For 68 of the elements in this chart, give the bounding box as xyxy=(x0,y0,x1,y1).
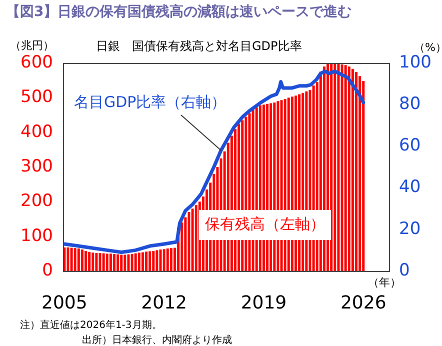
y-tick-label: 600 xyxy=(20,52,53,72)
x-axis-title: （年） xyxy=(368,276,401,290)
y2-tick-label: 40 xyxy=(399,177,421,198)
bar xyxy=(77,248,80,271)
bar xyxy=(138,252,140,271)
y2-tick-label: 20 xyxy=(399,218,421,239)
bar xyxy=(166,248,169,271)
y-tick-label: 300 xyxy=(20,156,53,176)
bar xyxy=(344,65,347,271)
y-tick-label: 0 xyxy=(42,260,53,280)
x-tick-label: 2026 xyxy=(340,292,386,314)
text: 出所）日本銀行、内閣府より作成 xyxy=(82,334,232,346)
bar xyxy=(330,63,333,271)
bar xyxy=(334,64,336,271)
y-axis-title: （兆円） xyxy=(10,38,54,53)
y2-tick-label: 60 xyxy=(399,136,421,156)
y-tick-label: 500 xyxy=(20,87,53,108)
x-tick-label: 2005 xyxy=(42,292,88,314)
bar xyxy=(113,254,116,271)
bar xyxy=(188,212,190,271)
y-tick-label: 400 xyxy=(20,122,53,142)
bar xyxy=(120,254,123,271)
bar xyxy=(351,68,354,271)
bar xyxy=(124,254,126,271)
bar xyxy=(145,252,148,271)
bar xyxy=(141,252,144,271)
bar xyxy=(170,248,172,271)
y2-tick-label: 100 xyxy=(399,52,432,72)
bar xyxy=(102,253,105,271)
bar xyxy=(70,248,73,271)
bar xyxy=(74,248,76,271)
chart-subtitle: 日銀 国債保有残高と対名目GDP比率 xyxy=(96,38,302,55)
bar xyxy=(134,253,137,271)
bar xyxy=(156,250,158,271)
bar xyxy=(109,254,112,271)
bar xyxy=(162,249,166,271)
bar xyxy=(106,254,108,271)
bar xyxy=(340,64,344,271)
bar xyxy=(95,252,98,271)
y2-tick-label: 0 xyxy=(399,260,410,280)
bar xyxy=(348,66,350,271)
y2-axis-title: （%） xyxy=(414,40,442,54)
bar xyxy=(88,252,91,271)
bar xyxy=(130,254,134,271)
y-tick-label: 200 xyxy=(20,191,53,212)
bar xyxy=(92,252,94,271)
bar xyxy=(98,252,102,271)
bar xyxy=(127,254,130,271)
series-label: 保有残高（左軸） xyxy=(205,214,325,233)
bar xyxy=(191,208,194,271)
chart-title: 【図3】日銀の保有国債残高の減額は速いペースで進む xyxy=(6,3,352,21)
y2-tick-label: 80 xyxy=(399,94,421,114)
bar xyxy=(66,247,70,271)
bar xyxy=(152,250,155,271)
x-tick-label: 2019 xyxy=(240,292,287,314)
bar xyxy=(148,251,152,271)
bar xyxy=(80,250,84,271)
bar xyxy=(194,205,198,271)
x-tick-label: 2012 xyxy=(141,292,187,314)
bar xyxy=(355,72,358,271)
bar xyxy=(358,76,362,271)
bar xyxy=(159,250,162,271)
bar xyxy=(84,250,88,271)
series-label: 名目GDP比率（右軸） xyxy=(74,92,226,111)
bar xyxy=(337,64,340,271)
bar xyxy=(116,254,120,271)
y-tick-label: 100 xyxy=(20,226,53,246)
text: 注）直近値は2026年1-3月期。 xyxy=(20,318,162,332)
